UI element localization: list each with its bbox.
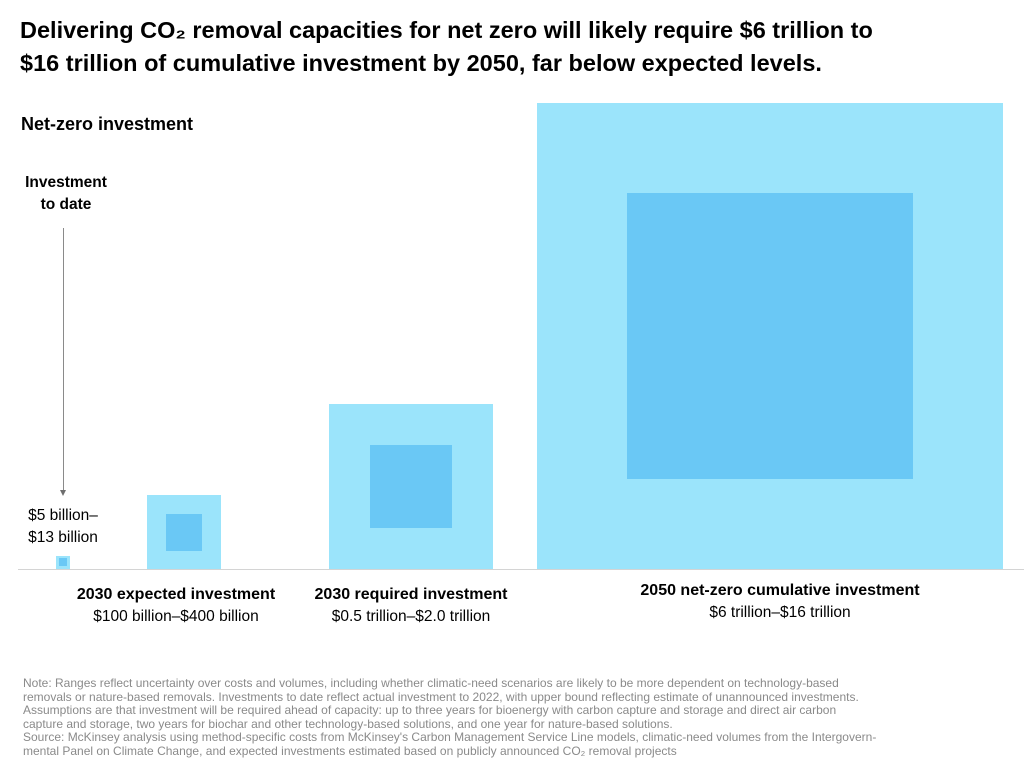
baseline bbox=[18, 569, 1024, 570]
chart-title: Delivering CO₂ removal capacities for ne… bbox=[20, 14, 1010, 80]
2030-expected-label: 2030 expected investment $100 billion–$4… bbox=[56, 584, 296, 628]
source-line-2: mental Panel on Climate Change, and expe… bbox=[23, 743, 677, 758]
2030-required-label: 2030 required investment $0.5 trillion–$… bbox=[296, 584, 526, 628]
to-date-label-line-2: to date bbox=[40, 196, 92, 213]
2030-expected-range: $100 billion–$400 billion bbox=[93, 608, 259, 625]
to-date-range-line-2: $13 billion bbox=[28, 529, 98, 546]
source-line-1: Source: McKinsey analysis using method-s… bbox=[23, 730, 877, 745]
2050-net-zero-low-square bbox=[627, 193, 913, 479]
note-line-3: Assumptions are that investment will be … bbox=[23, 703, 837, 718]
2030-expected-low-square bbox=[165, 513, 203, 551]
footnote: Note: Ranges reflect uncertainty over co… bbox=[23, 676, 1013, 759]
2030-required-heading: 2030 required investment bbox=[314, 586, 508, 603]
to-date-arrow-head bbox=[60, 490, 66, 496]
note-line-4: capture and storage, two years for bioch… bbox=[23, 716, 673, 731]
to-date-label: Investment to date bbox=[6, 172, 126, 216]
to-date-low-square bbox=[58, 558, 68, 567]
title-line-1: Delivering CO₂ removal capacities for ne… bbox=[20, 17, 873, 43]
to-date-range: $5 billion– $13 billion bbox=[4, 505, 122, 549]
2030-required-low-square bbox=[369, 445, 453, 528]
2050-net-zero-label: 2050 net-zero cumulative investment $6 t… bbox=[585, 580, 975, 624]
to-date-arrow-line bbox=[63, 228, 64, 493]
2050-net-zero-heading: 2050 net-zero cumulative investment bbox=[640, 582, 920, 599]
note-line-2: removals or nature-based removals. Inves… bbox=[23, 689, 859, 704]
note-line-1: Note: Ranges reflect uncertainty over co… bbox=[23, 676, 839, 690]
2050-net-zero-range: $6 trillion–$16 trillion bbox=[709, 604, 851, 621]
to-date-range-line-1: $5 billion– bbox=[28, 507, 98, 524]
to-date-label-line-1: Investment bbox=[25, 174, 107, 191]
2030-required-range: $0.5 trillion–$2.0 trillion bbox=[331, 608, 491, 625]
2030-expected-heading: 2030 expected investment bbox=[76, 586, 276, 603]
title-line-2: $16 trillion of cumulative investment by… bbox=[20, 50, 822, 76]
chart-subtitle: Net-zero investment bbox=[21, 114, 194, 134]
